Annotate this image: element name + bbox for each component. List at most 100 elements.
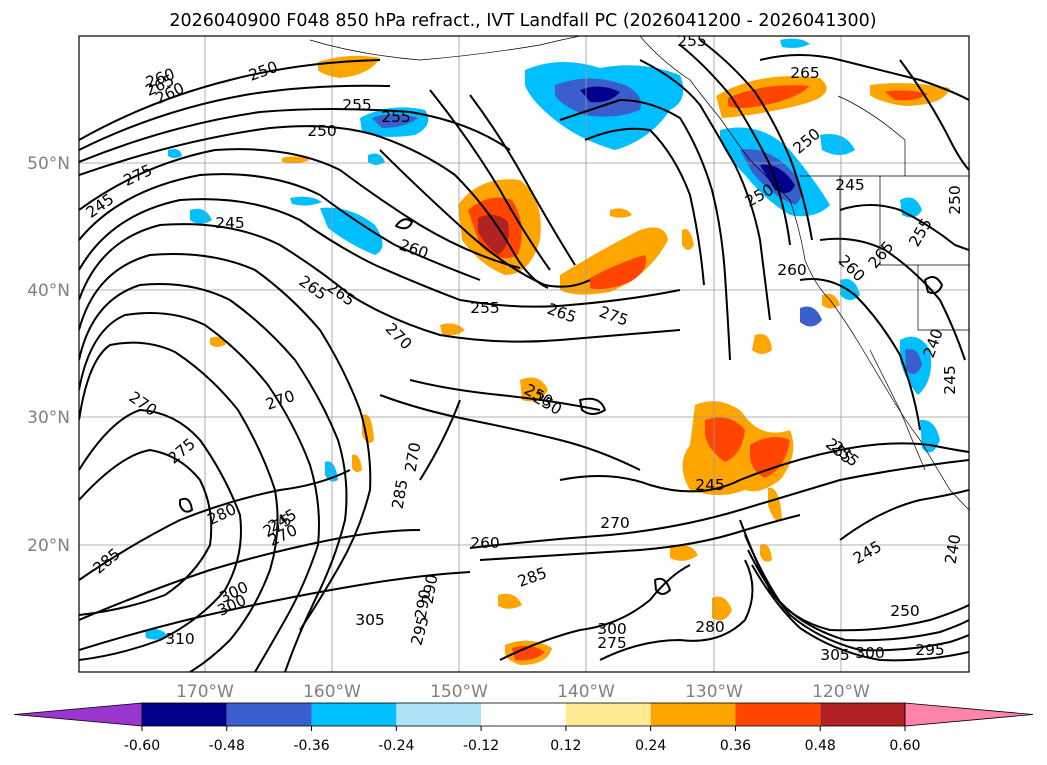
positive-anomaly-region — [478, 214, 509, 255]
baja-california-coastline — [869, 349, 926, 471]
contour-line — [79, 148, 521, 269]
lat-label: 50°N — [27, 154, 70, 174]
contour-line — [699, 39, 813, 241]
colorbar-tick-label: 0.36 — [720, 738, 751, 754]
colorbar-swatch — [481, 703, 566, 726]
contour-line — [379, 394, 641, 471]
colorbar-tick-label: -0.36 — [293, 738, 329, 754]
contour-label: 255 — [470, 299, 500, 317]
contour-line — [819, 237, 966, 361]
negative-anomaly-region — [780, 38, 810, 48]
contour-line — [79, 311, 320, 672]
colorbar-tick-label: -0.12 — [463, 738, 499, 754]
positive-anomaly-region — [768, 487, 782, 521]
contour-line — [639, 59, 771, 321]
colorbar-tick-label: 0.12 — [550, 738, 581, 754]
contour-label: 245 — [941, 365, 959, 395]
contour-line — [429, 89, 551, 271]
lon-label: 170°W — [176, 682, 234, 702]
colorbar-tick-label: -0.60 — [124, 738, 160, 754]
contour-label: 270 — [402, 441, 425, 473]
positive-anomaly-region — [560, 227, 668, 295]
colorbar-swatch — [650, 703, 736, 726]
positive-anomaly-region — [760, 544, 772, 562]
contour-label: 245 — [215, 214, 245, 232]
negative-anomaly-region — [580, 86, 620, 103]
positive-anomaly-region — [682, 229, 694, 250]
contour-line — [839, 204, 969, 251]
contour-label: 245 — [695, 476, 725, 494]
colorbar-swatch — [226, 703, 312, 726]
contour-line — [559, 442, 969, 493]
contour-line — [419, 399, 461, 481]
contour-label: 305 — [355, 611, 385, 629]
contour-line — [79, 253, 372, 631]
positive-anomaly-region — [712, 596, 732, 621]
negative-anomaly-region — [320, 207, 383, 255]
contour-line — [395, 218, 413, 230]
contour-line — [79, 173, 481, 281]
negative-anomaly-region — [372, 114, 418, 128]
colorbar-swatches — [13, 702, 1034, 727]
contour-lines — [79, 39, 969, 672]
lat-label: 20°N — [27, 536, 70, 556]
contour-line — [499, 564, 691, 661]
colorbar-swatch — [820, 703, 905, 726]
colorbar: -0.60 -0.48 -0.36 -0.24 -0.12 0.12 0.24 0.36 0.4… — [13, 702, 1034, 754]
contour-label: 270 — [600, 514, 630, 532]
positive-anomaly-region — [885, 90, 928, 101]
colorbar-swatch — [735, 703, 821, 726]
contour-line — [559, 99, 731, 361]
contour-line — [409, 379, 601, 411]
map-background — [79, 36, 969, 672]
positive-anomaly-region — [750, 436, 790, 478]
contour-line — [759, 54, 969, 101]
lon-label: 120°W — [812, 682, 870, 702]
contour-label: 295 — [915, 641, 945, 659]
positive-anomaly-region — [282, 156, 310, 164]
contour-line — [79, 449, 213, 616]
contour-line — [79, 223, 681, 343]
contour-line — [599, 559, 754, 661]
contour-label: 300 — [597, 620, 627, 638]
contour-label: 255 — [381, 108, 411, 126]
contour-label: 265 — [790, 64, 820, 82]
negative-anomaly-region — [820, 134, 855, 155]
contour-label: 280 — [695, 618, 725, 636]
colorbar-tick-label: 0.48 — [805, 738, 836, 754]
contour-line — [799, 278, 921, 431]
positive-anomaly-region — [352, 454, 362, 473]
colorbar-swatch — [311, 703, 397, 726]
us-state-border — [917, 265, 969, 331]
positive-anomaly-region — [512, 645, 545, 661]
contour-line — [479, 514, 801, 561]
contour-line — [839, 489, 969, 541]
contour-line — [751, 564, 969, 662]
positive-anomaly-region — [670, 545, 698, 561]
contour-line — [469, 94, 576, 266]
positive-anomaly-region — [610, 208, 632, 218]
map-panel: 2552652502602552502552602652752452602452… — [78, 35, 970, 673]
positive-anomaly-region — [498, 593, 522, 609]
contour-label: 250 — [890, 602, 920, 620]
negative-anomaly-region — [168, 148, 182, 158]
contour-label: 260 — [777, 261, 807, 279]
contour-line — [79, 59, 381, 141]
contour-line — [747, 549, 969, 652]
contour-line — [79, 125, 549, 289]
positive-anomaly-region — [590, 255, 646, 290]
map-title: 2026040900 F048 850 hPa refract., IVT La… — [169, 11, 876, 31]
lon-label: 160°W — [303, 682, 361, 702]
contour-line — [79, 198, 681, 308]
contour-line — [179, 497, 193, 513]
contour-line — [469, 459, 969, 549]
colorbar-extend-low — [13, 702, 143, 727]
contour-line — [744, 534, 969, 642]
lat-label: 40°N — [27, 281, 70, 301]
colorbar-tick-label: -0.48 — [209, 738, 245, 754]
positive-anomaly-region — [210, 336, 226, 347]
contour-line — [654, 577, 671, 595]
lon-label: 140°W — [557, 682, 615, 702]
colorbar-tick-label: -0.24 — [378, 738, 414, 754]
